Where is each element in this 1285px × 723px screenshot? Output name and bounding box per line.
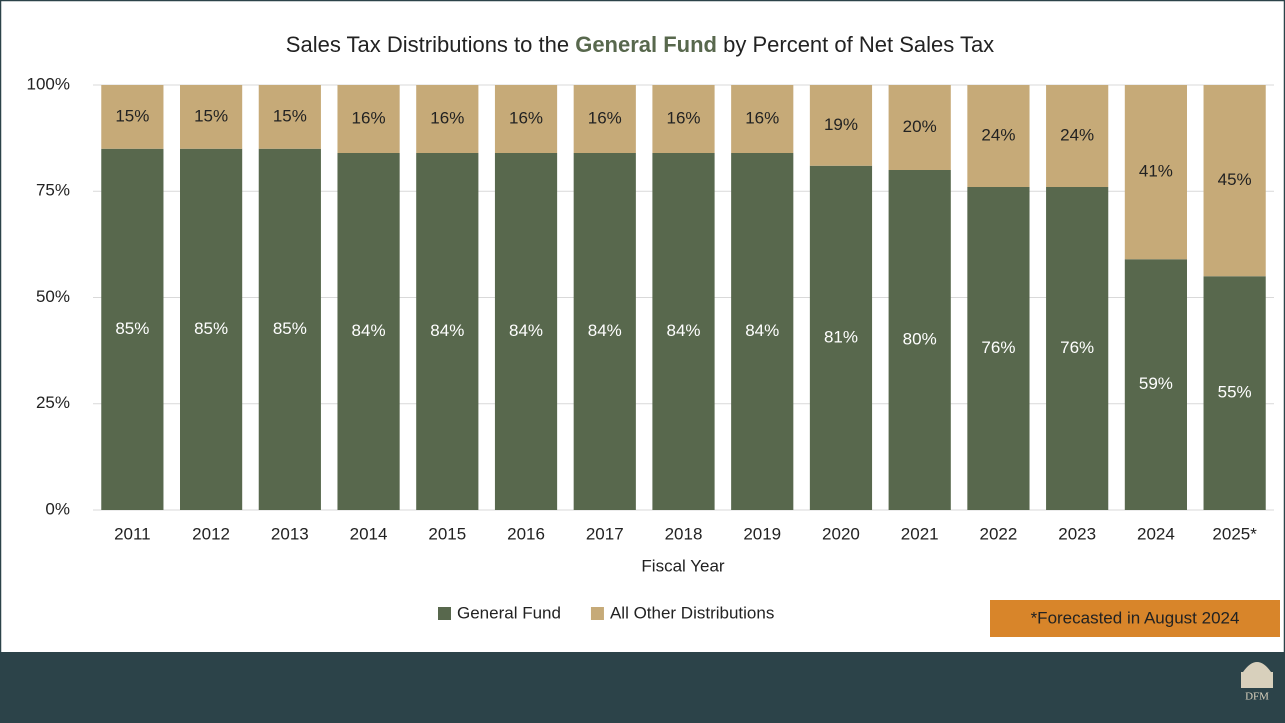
data-label: 84% bbox=[588, 321, 622, 340]
data-label: 84% bbox=[666, 321, 700, 340]
chart-title: Sales Tax Distributions to the General F… bbox=[286, 32, 994, 57]
bar-segment bbox=[731, 153, 794, 510]
x-tick-label: 2022 bbox=[980, 524, 1018, 543]
bar-segment bbox=[967, 85, 1030, 187]
bar-segment bbox=[1124, 259, 1187, 510]
data-label: 15% bbox=[115, 106, 149, 125]
data-label: 19% bbox=[824, 115, 858, 134]
data-label: 20% bbox=[903, 117, 937, 136]
data-label: 24% bbox=[1060, 125, 1094, 144]
x-tick-label: 2021 bbox=[901, 524, 939, 543]
note-box bbox=[990, 600, 1280, 637]
legend-swatch bbox=[590, 607, 604, 620]
legend-swatch bbox=[438, 607, 451, 620]
logo: DFM bbox=[1241, 662, 1273, 703]
bar-segment bbox=[258, 85, 321, 149]
data-label: 76% bbox=[1060, 338, 1094, 357]
x-tick-label: 2012 bbox=[192, 524, 230, 543]
data-label: 81% bbox=[824, 327, 858, 346]
logo-text: DFM bbox=[1245, 691, 1269, 703]
bar-segment bbox=[101, 85, 164, 149]
bar-segment bbox=[494, 153, 558, 510]
logo-building bbox=[1241, 672, 1273, 688]
data-label: 45% bbox=[1218, 170, 1252, 189]
bar-segment bbox=[180, 148, 243, 510]
bar-segment bbox=[888, 85, 951, 170]
data-label: 15% bbox=[273, 106, 307, 125]
bar-segment bbox=[652, 153, 715, 510]
bar-segment bbox=[337, 153, 400, 510]
data-label: 16% bbox=[588, 108, 622, 127]
x-tick-label: 2013 bbox=[271, 524, 309, 543]
bar-segment bbox=[101, 148, 164, 510]
data-label: 16% bbox=[509, 108, 543, 127]
x-tick-label: 2025* bbox=[1212, 524, 1257, 543]
x-tick-label: 2019 bbox=[743, 524, 781, 543]
x-tick-label: 2011 bbox=[114, 524, 151, 543]
bar-segment bbox=[1203, 276, 1266, 510]
data-label: 16% bbox=[430, 108, 464, 127]
bar-segment bbox=[888, 170, 951, 510]
legend-label: General Fund bbox=[457, 603, 561, 622]
data-label: 15% bbox=[194, 106, 228, 125]
bar-segment bbox=[809, 85, 873, 166]
y-tick-label: 50% bbox=[36, 287, 70, 306]
title-part: by Percent of Net Sales Tax bbox=[717, 32, 994, 57]
x-axis-label: Fiscal Year bbox=[641, 556, 724, 575]
x-tick-label: 2014 bbox=[350, 524, 388, 543]
x-tick-label: 2024 bbox=[1137, 524, 1175, 543]
data-label: 85% bbox=[115, 319, 149, 338]
bar-segment bbox=[416, 85, 479, 153]
data-label: 80% bbox=[903, 329, 937, 348]
logo-dome bbox=[1243, 662, 1271, 672]
title-highlight: General Fund bbox=[575, 32, 717, 57]
bar-segment bbox=[809, 165, 873, 510]
data-label: 16% bbox=[745, 108, 779, 127]
bar-segment bbox=[258, 148, 321, 510]
x-tick-label: 2023 bbox=[1058, 524, 1096, 543]
bar-segment bbox=[1046, 85, 1109, 187]
bar-segment bbox=[967, 187, 1030, 510]
data-label: 84% bbox=[745, 321, 779, 340]
data-label: 85% bbox=[273, 319, 307, 338]
x-tick-label: 2017 bbox=[586, 524, 624, 543]
y-tick-label: 25% bbox=[36, 393, 70, 412]
x-tick-label: 2018 bbox=[665, 524, 703, 543]
data-label: 24% bbox=[981, 125, 1015, 144]
bar-segment bbox=[1203, 85, 1266, 277]
bar-segment bbox=[652, 85, 715, 153]
bar-segment bbox=[494, 85, 558, 153]
bar-segment bbox=[337, 85, 400, 153]
bar-segment bbox=[1046, 187, 1109, 510]
data-label: 55% bbox=[1218, 383, 1252, 402]
data-label: 41% bbox=[1139, 162, 1173, 181]
bar-segment bbox=[573, 153, 636, 510]
x-tick-label: 2016 bbox=[507, 524, 545, 543]
bar-segment bbox=[416, 153, 479, 510]
title-part: Sales Tax Distributions to the bbox=[286, 32, 575, 57]
bar-segment bbox=[180, 85, 243, 149]
data-label: 84% bbox=[509, 321, 543, 340]
legend-label: All Other Distributions bbox=[610, 603, 774, 622]
data-label: 84% bbox=[430, 321, 464, 340]
note: *Forecasted in August 2024 bbox=[1031, 608, 1240, 627]
data-label: 59% bbox=[1139, 374, 1173, 393]
y-tick-label: 100% bbox=[27, 74, 70, 93]
bar-segment bbox=[573, 85, 636, 153]
data-label: 76% bbox=[981, 338, 1015, 357]
data-label: 85% bbox=[194, 319, 228, 338]
y-tick-label: 0% bbox=[45, 499, 70, 518]
bar-segment bbox=[1124, 85, 1187, 260]
y-tick-label: 75% bbox=[36, 181, 70, 200]
data-label: 16% bbox=[666, 108, 700, 127]
data-label: 84% bbox=[352, 321, 386, 340]
x-tick-label: 2015 bbox=[428, 524, 466, 543]
x-tick-label: 2020 bbox=[822, 524, 860, 543]
data-label: 16% bbox=[352, 108, 386, 127]
footer-band bbox=[0, 652, 1285, 723]
bar-segment bbox=[731, 85, 794, 153]
